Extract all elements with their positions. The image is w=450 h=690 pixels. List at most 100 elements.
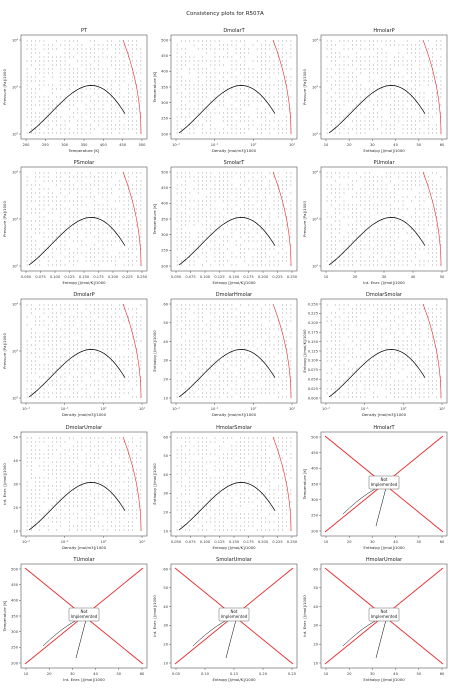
state-point <box>197 316 199 318</box>
state-point <box>347 248 349 250</box>
state-point <box>419 176 421 178</box>
state-point <box>360 68 362 70</box>
state-point <box>398 56 400 58</box>
state-point <box>352 336 353 338</box>
state-point <box>432 212 433 214</box>
state-point <box>68 513 70 515</box>
state-point <box>47 244 49 246</box>
state-point <box>364 324 366 326</box>
state-point <box>136 172 138 174</box>
state-point <box>218 324 220 326</box>
state-point <box>406 308 408 310</box>
state-point <box>73 228 74 230</box>
state-point <box>189 304 191 306</box>
state-point <box>119 76 121 78</box>
state-point <box>176 220 178 222</box>
state-point <box>265 376 266 378</box>
state-point <box>415 176 416 178</box>
state-point <box>132 72 133 74</box>
state-point <box>261 316 262 318</box>
state-point <box>244 384 245 386</box>
state-point <box>368 232 370 234</box>
state-point <box>106 68 108 70</box>
state-point <box>210 196 212 198</box>
state-point <box>60 453 62 455</box>
state-point <box>189 112 191 114</box>
state-point <box>176 76 178 78</box>
state-point <box>106 312 108 314</box>
state-point <box>119 304 121 306</box>
state-point <box>47 68 49 70</box>
state-point <box>244 316 245 318</box>
state-point <box>119 384 121 386</box>
state-point <box>85 124 87 126</box>
state-point <box>102 360 104 362</box>
state-point <box>185 376 186 378</box>
state-point <box>290 244 292 246</box>
state-point <box>423 116 425 118</box>
state-point <box>132 212 133 214</box>
state-point <box>30 184 32 186</box>
state-point <box>60 56 62 58</box>
state-point <box>185 232 186 234</box>
state-point <box>132 172 133 174</box>
state-point <box>256 180 258 182</box>
state-point <box>210 192 212 194</box>
state-point <box>47 248 49 250</box>
state-point <box>43 453 45 455</box>
state-point <box>81 80 83 82</box>
state-point <box>77 260 79 262</box>
state-point <box>185 388 186 390</box>
state-point <box>252 340 254 342</box>
state-point <box>189 72 191 74</box>
state-point <box>352 108 353 110</box>
state-point <box>330 260 332 262</box>
state-point <box>81 52 83 54</box>
state-point <box>248 372 250 374</box>
state-point <box>440 204 442 206</box>
state-point <box>377 208 379 210</box>
state-point <box>265 68 266 70</box>
state-point <box>377 180 379 182</box>
state-point <box>248 236 250 238</box>
state-point <box>419 72 421 74</box>
state-point <box>60 312 62 314</box>
state-point <box>214 56 216 58</box>
state-point <box>81 188 83 190</box>
state-point <box>193 216 195 218</box>
y-tick-label: 0.225 <box>308 312 318 316</box>
state-point <box>123 380 125 382</box>
state-point <box>136 324 138 326</box>
y-tick-label: 50 <box>13 435 18 439</box>
state-point <box>432 384 433 386</box>
state-point <box>106 132 108 134</box>
state-point <box>335 128 336 130</box>
state-point <box>218 264 220 266</box>
state-point <box>189 328 191 330</box>
state-point <box>68 461 70 463</box>
state-point <box>389 388 391 390</box>
state-point <box>347 376 349 378</box>
state-point <box>56 336 57 338</box>
state-point <box>39 208 41 210</box>
state-point <box>402 180 404 182</box>
state-point <box>389 96 391 98</box>
state-point <box>427 396 429 398</box>
state-point <box>52 196 53 198</box>
state-point <box>132 224 133 226</box>
state-point <box>402 320 404 322</box>
state-point <box>30 441 32 443</box>
state-point <box>185 392 186 394</box>
y-tick-label: 500 <box>161 38 169 42</box>
state-point <box>30 304 32 306</box>
x-tick-label: 0.125 <box>214 275 224 279</box>
state-point <box>419 392 421 394</box>
state-point <box>115 392 116 394</box>
state-point <box>406 180 408 182</box>
state-point <box>89 172 91 174</box>
state-point <box>356 212 357 214</box>
state-point <box>94 332 95 334</box>
state-point <box>60 96 62 98</box>
state-point <box>339 72 341 74</box>
state-point <box>223 64 224 66</box>
